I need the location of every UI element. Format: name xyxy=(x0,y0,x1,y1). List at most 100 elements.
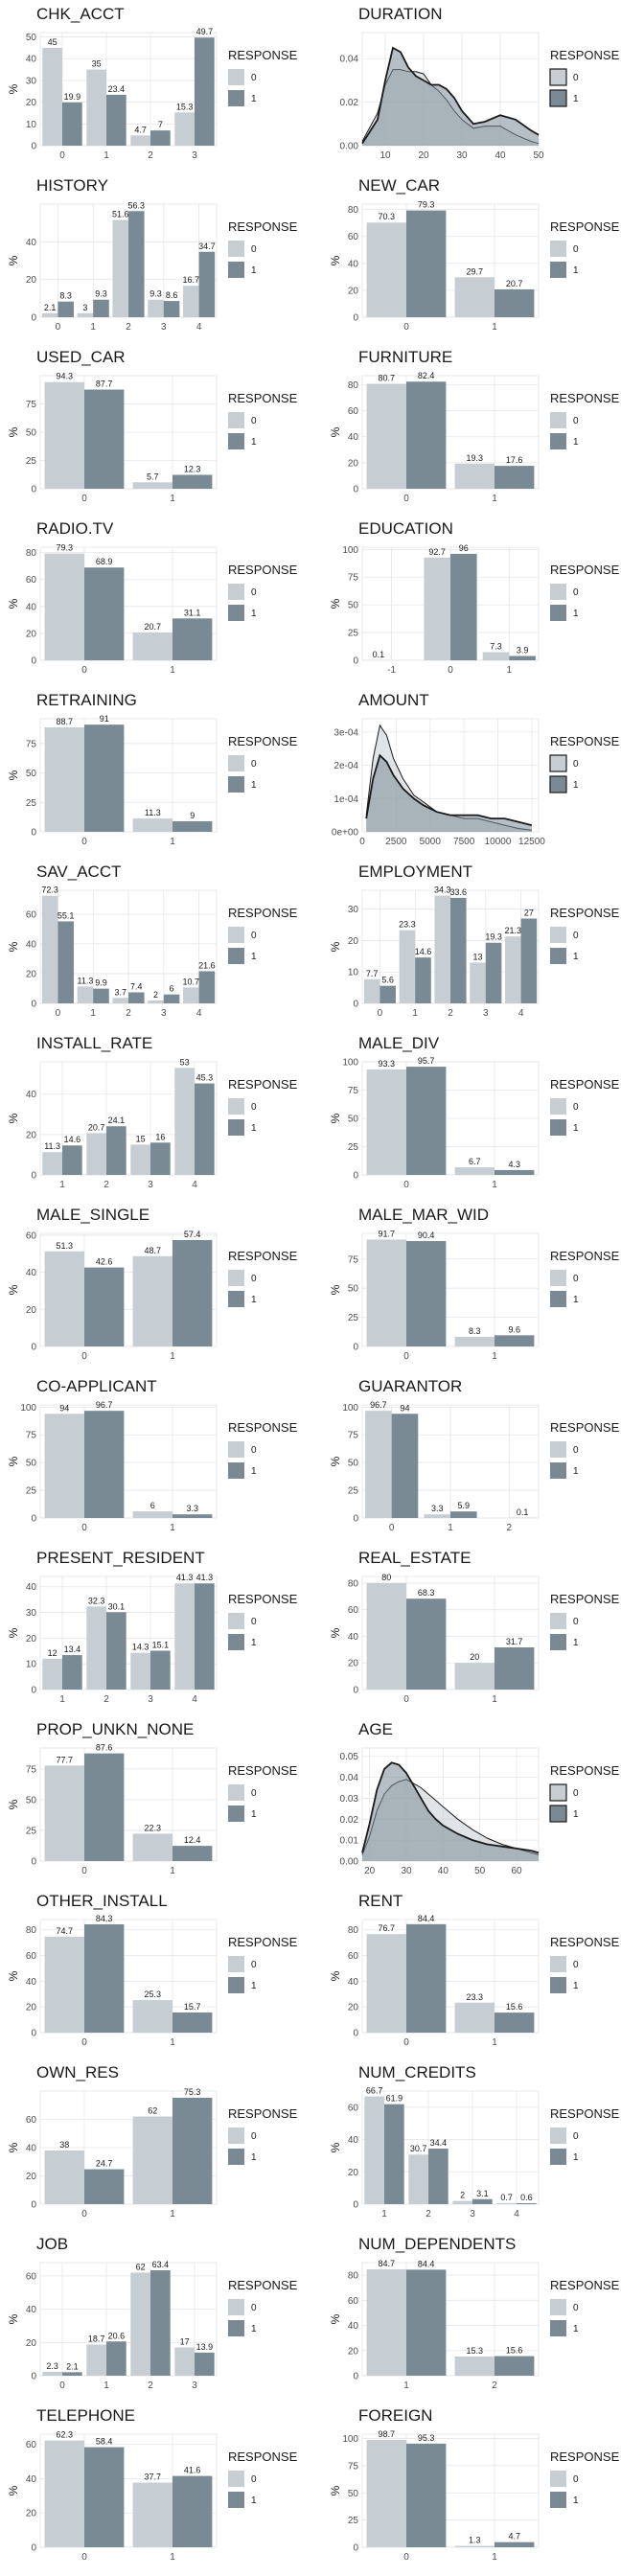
y-tick-label: 50 xyxy=(26,33,37,43)
bar-r0-1 xyxy=(454,463,494,489)
legend-label-0: 0 xyxy=(251,587,257,598)
data-label: 2 xyxy=(460,2191,465,2200)
bar-r0-1 xyxy=(77,986,94,1003)
bar-r0-0 xyxy=(366,383,406,489)
density-line-r1 xyxy=(361,46,540,145)
y-tick-label: 50 xyxy=(26,1795,37,1806)
chart-title: GUARANTOR xyxy=(358,1377,462,1395)
legend-label-0: 0 xyxy=(251,759,257,770)
data-label: 96.7 xyxy=(96,1400,113,1410)
legend-title: RESPONSE xyxy=(228,2106,298,2121)
bar-r0-1 xyxy=(454,1663,494,1690)
x-tick-label: 0 xyxy=(56,1008,61,1019)
y-tick-label: 0.02 xyxy=(340,1815,359,1826)
data-label: 34.7 xyxy=(198,242,216,251)
legend-label-1: 1 xyxy=(251,265,257,276)
bar-r1-0 xyxy=(406,1923,447,2033)
chart-title: HISTORY xyxy=(36,176,108,195)
x-tick-label: 1 xyxy=(170,2552,175,2563)
x-tick-label: 60 xyxy=(511,1866,522,1876)
data-label: 80 xyxy=(381,1573,391,1582)
y-tick-label: 20 xyxy=(26,629,37,639)
x-tick-label: 50 xyxy=(533,150,544,161)
legend-title: RESPONSE xyxy=(228,906,298,920)
y-tick-label: 40 xyxy=(348,432,359,443)
y-tick-label: 80 xyxy=(26,1925,37,1936)
legend-title: RESPONSE xyxy=(550,1763,620,1778)
x-tick-label: 1 xyxy=(492,1351,497,1362)
legend-swatch-0 xyxy=(228,241,244,257)
chart-age: AGE 0.00 0.01 0.02 0.03 0.04 0.05 20 30 40 50 60 RES… xyxy=(340,1720,620,1876)
x-tick-label: 3 xyxy=(148,1694,153,1705)
y-tick-label: 40 xyxy=(26,602,37,612)
legend-label-0: 0 xyxy=(573,759,579,770)
y-tick-label: 30 xyxy=(26,76,37,86)
legend-swatch-0 xyxy=(550,1956,566,1972)
chart-title: RENT xyxy=(358,1892,402,1910)
bar-r1-1 xyxy=(450,1511,477,1518)
legend-swatch-1 xyxy=(549,1805,567,1823)
y-tick-label: 75 xyxy=(348,2461,359,2472)
legend-label-0: 0 xyxy=(573,587,579,598)
y-axis-label: % xyxy=(7,83,20,94)
legend-swatch-1 xyxy=(228,948,244,964)
data-label: 0.7 xyxy=(500,2193,513,2202)
bar-r0-0 xyxy=(41,312,58,317)
y-tick-label: 25 xyxy=(348,1486,359,1497)
chart-title: JOB xyxy=(36,2235,68,2253)
bar-r1-1 xyxy=(106,2341,126,2376)
data-label: 14.3 xyxy=(132,1643,150,1652)
bar-r0-1 xyxy=(454,277,494,317)
x-tick-label: 4 xyxy=(514,2209,519,2220)
bar-r1-0 xyxy=(84,1753,125,1861)
y-tick-label: 0 xyxy=(353,2543,358,2554)
bar-r1-2 xyxy=(450,897,467,1003)
legend-label-1: 1 xyxy=(251,94,257,104)
legend-swatch-1 xyxy=(228,1634,244,1650)
legend-label-1: 1 xyxy=(251,1295,257,1305)
legend-swatch-0 xyxy=(228,2471,244,2487)
legend-label-1: 1 xyxy=(573,2496,579,2506)
legend-label-0: 0 xyxy=(251,244,257,255)
legend-title: RESPONSE xyxy=(550,2278,620,2292)
legend-label-0: 0 xyxy=(573,1102,579,1113)
y-tick-label: 20 xyxy=(348,2003,359,2013)
y-tick-label: 0 xyxy=(353,2029,358,2039)
x-tick-label: 1 xyxy=(170,2209,175,2220)
bar-r0-2 xyxy=(130,135,150,146)
bar-r0-3 xyxy=(174,2347,195,2376)
x-tick-label: 20 xyxy=(364,1866,376,1876)
legend-label-0: 0 xyxy=(251,2303,257,2313)
chart-title: AGE xyxy=(358,1720,393,1738)
bar-r1-1 xyxy=(172,474,213,489)
bar-r1-1 xyxy=(172,2012,213,2033)
data-label: 13.9 xyxy=(196,2342,214,2352)
y-axis-label: % xyxy=(329,1970,342,1981)
data-label: 30.7 xyxy=(410,2144,427,2153)
x-tick-label: 1 xyxy=(104,2380,109,2391)
y-axis-label: % xyxy=(7,2485,20,2496)
data-label: 76.7 xyxy=(379,1923,396,1933)
data-label: 91.7 xyxy=(379,1229,396,1238)
bar-r0-1 xyxy=(132,482,172,489)
x-tick-label: 0 xyxy=(448,665,453,676)
y-tick-label: 60 xyxy=(26,1951,37,1962)
legend-swatch-1 xyxy=(550,1119,566,1136)
data-label: 20 xyxy=(470,1652,479,1662)
data-label: 20.7 xyxy=(88,1122,105,1132)
y-tick-label: 20 xyxy=(26,2172,37,2182)
bar-r1-0 xyxy=(391,1414,419,1518)
y-tick-label: 100 xyxy=(342,2434,358,2445)
x-tick-label: 0 xyxy=(59,2380,65,2391)
y-axis-label: % xyxy=(329,1456,342,1466)
bar-r0-0 xyxy=(44,726,84,832)
y-tick-label: 0 xyxy=(31,1000,36,1010)
x-tick-label: 4 xyxy=(196,322,202,333)
data-label: 10.7 xyxy=(183,977,200,986)
y-tick-label: 75 xyxy=(348,573,359,584)
y-axis-label: % xyxy=(7,2313,20,2324)
bar-r1-1 xyxy=(172,1846,213,1861)
legend-title: RESPONSE xyxy=(550,2450,620,2464)
